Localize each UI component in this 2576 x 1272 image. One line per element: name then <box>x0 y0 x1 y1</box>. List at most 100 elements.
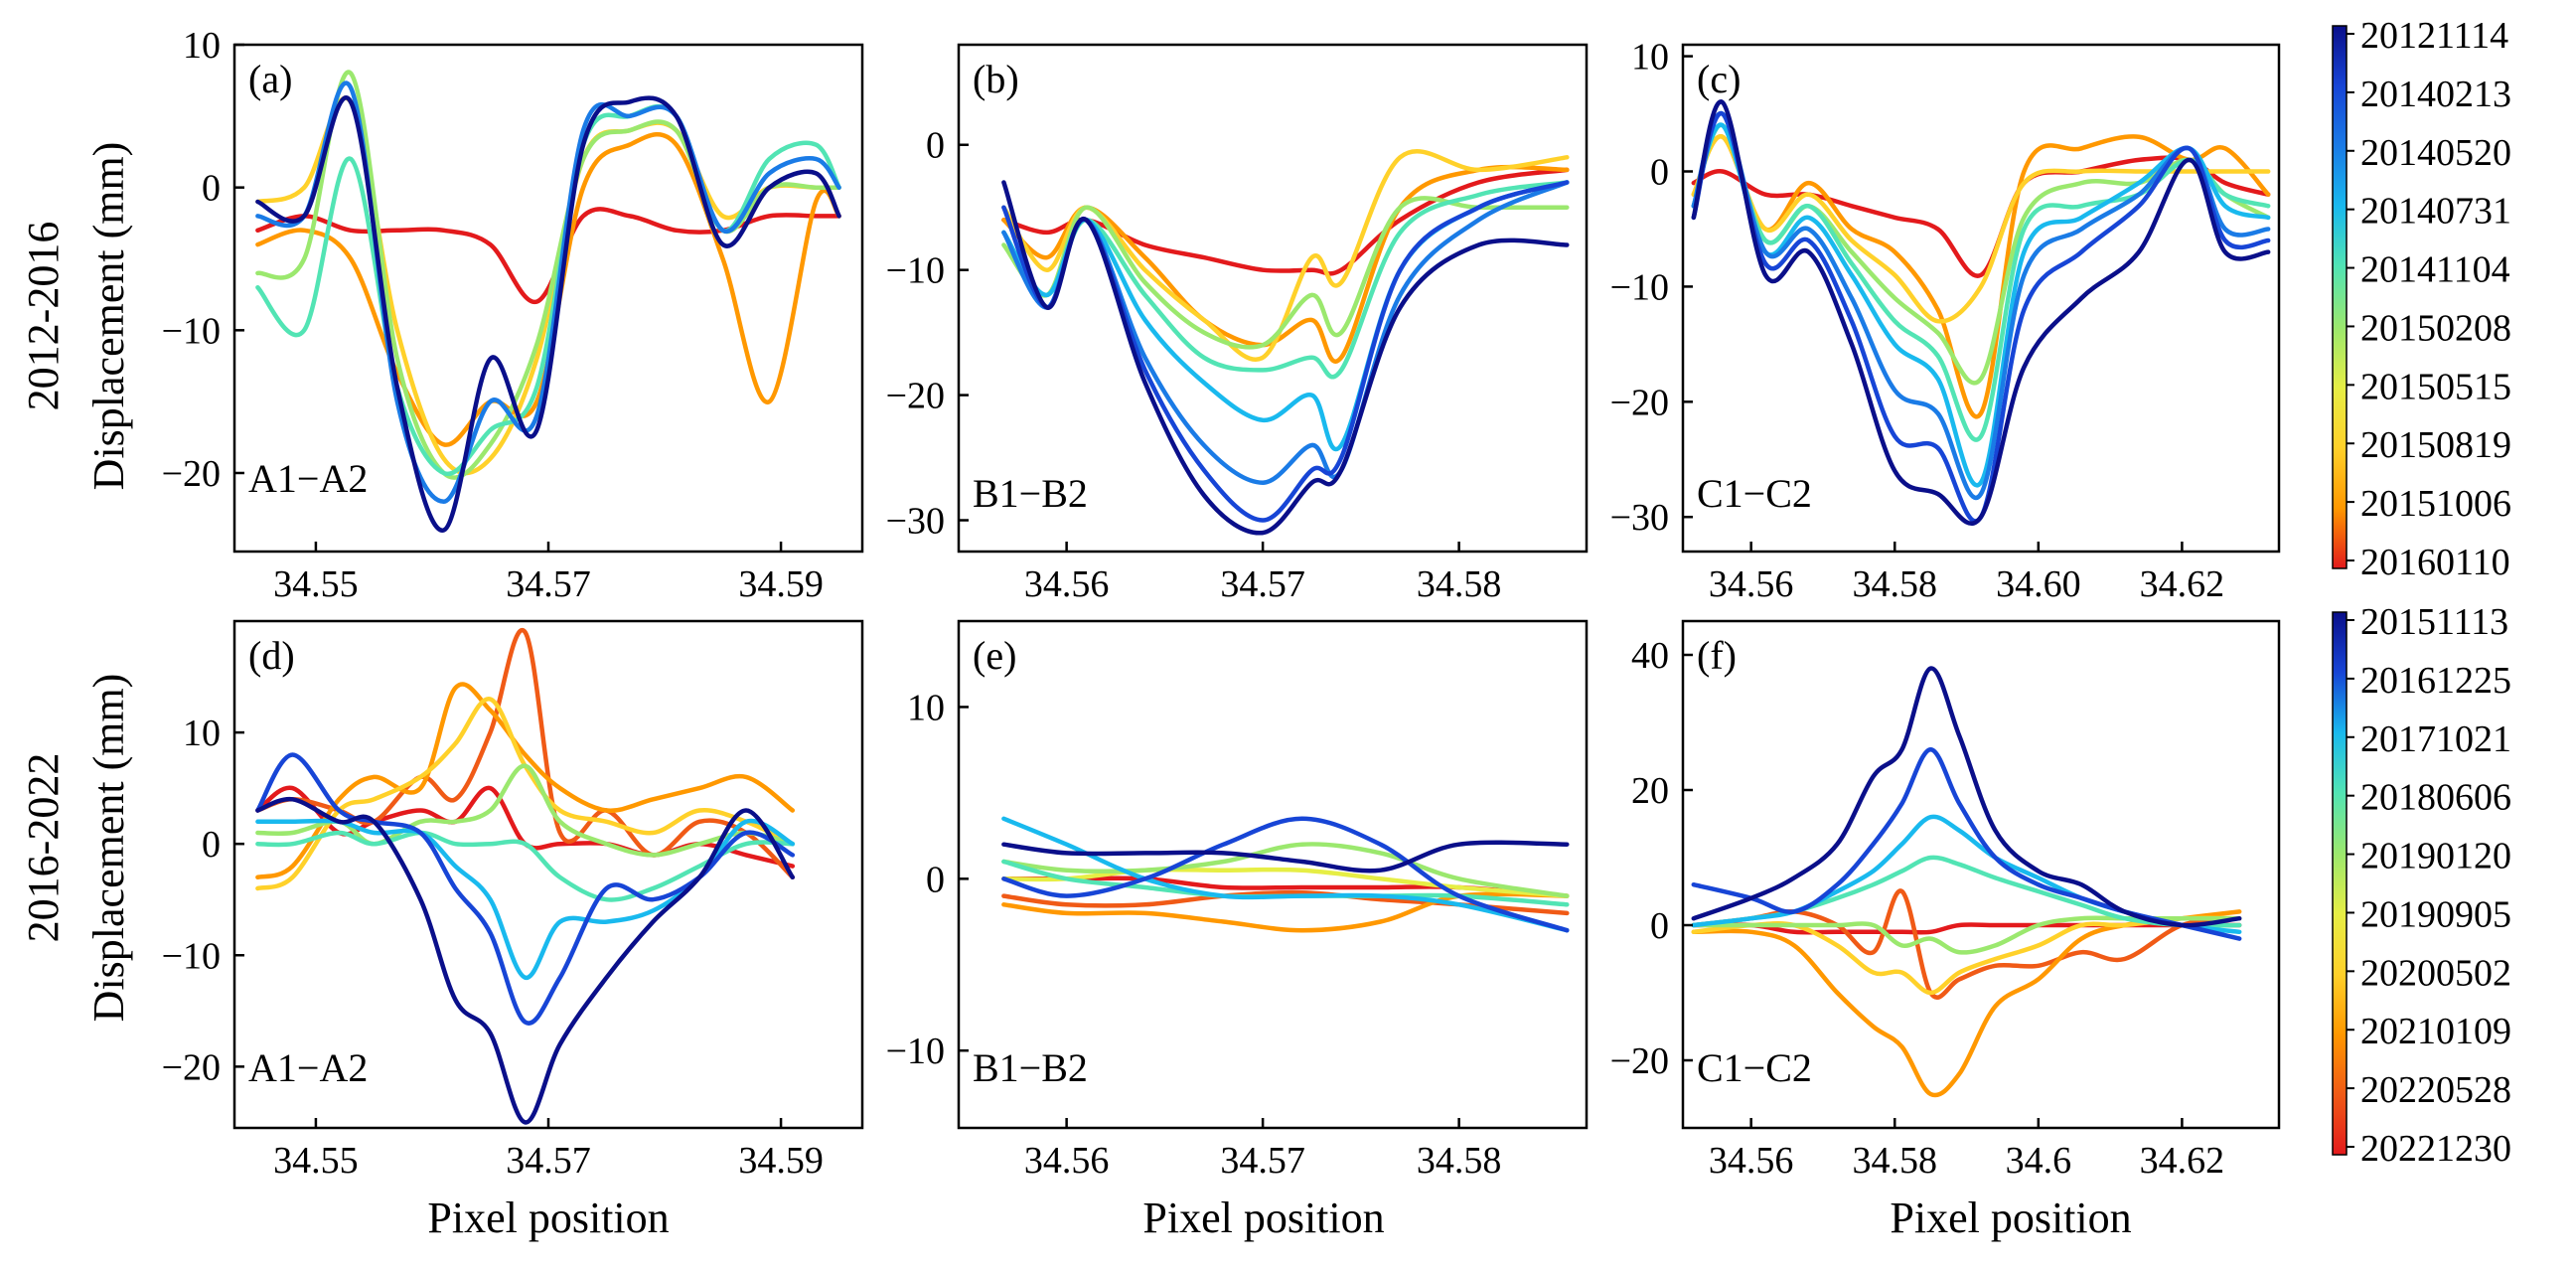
xlabel-left: Pixel position <box>427 1193 669 1242</box>
x-tick-label: 34.56 <box>1709 1140 1794 1182</box>
series-line-20150819 <box>255 80 841 504</box>
colorbar-label: 20121114 <box>2360 15 2508 57</box>
x-tick-label: 34.62 <box>2140 563 2225 605</box>
y-tick-label: −10 <box>162 935 221 977</box>
ylabel-top: Displacement (mm) <box>84 142 133 491</box>
colorbar-label: 20190905 <box>2360 893 2511 935</box>
panel-f: 34.56 34.58 34.6 34.62 40 20 0 −20 (f) C1−C2 <box>1610 619 2281 1182</box>
colorbar-label: 20160110 <box>2360 542 2510 583</box>
colorbar-label: 20171021 <box>2360 718 2511 760</box>
xlabel-right: Pixel position <box>1890 1193 2131 1242</box>
x-tick-label: 34.57 <box>506 563 591 605</box>
xlabel-middle: Pixel position <box>1142 1193 1384 1242</box>
x-tick-label: 34.59 <box>738 563 824 605</box>
panel-label: (e) <box>973 633 1016 678</box>
colorbar-label: 20221230 <box>2360 1128 2511 1170</box>
profile-label: A1−A2 <box>248 456 368 501</box>
y-tick-label: −20 <box>1610 382 1669 423</box>
series-line-20160110 <box>1691 99 2271 526</box>
y-tick-label: 10 <box>183 713 221 754</box>
y-tick-label: −20 <box>162 1046 221 1088</box>
colorbar-top: 20121114 20140213 20140520 20140731 20141104… <box>2332 15 2511 583</box>
y-tick-label: 10 <box>907 687 945 728</box>
colorbar-label: 20161225 <box>2360 660 2511 702</box>
series-line-20221230 <box>255 796 796 1125</box>
series-line-20140213 <box>255 132 841 447</box>
colorbar-label: 20150208 <box>2360 307 2511 349</box>
x-tick-label: 34.56 <box>1024 563 1110 605</box>
y-tick-label: 0 <box>202 168 221 210</box>
colorbar-label: 20180606 <box>2360 777 2511 819</box>
series-line-20141104 <box>1001 196 1570 350</box>
x-tick-label: 34.62 <box>2140 1140 2225 1182</box>
y-tick-label: −30 <box>886 501 945 543</box>
series-line-20200502 <box>255 830 796 902</box>
colorbar-label: 20220528 <box>2360 1069 2511 1111</box>
plot-frame <box>957 619 1589 1130</box>
panel-label: (d) <box>248 633 295 678</box>
panel-c: 34.56 34.58 34.60 34.62 10 0 −10 −20 −30 (c) C1−C2 <box>1610 37 2281 605</box>
y-tick-label: 0 <box>1650 152 1669 194</box>
colorbar-gradient <box>2332 25 2348 569</box>
x-tick-label: 34.56 <box>1024 1140 1110 1182</box>
series-line-20210109 <box>1691 814 2242 935</box>
x-tick-label: 34.56 <box>1709 563 1794 605</box>
series-line-20221230 <box>1691 666 2242 928</box>
y-tick-label: 0 <box>926 125 945 167</box>
panel-label: (b) <box>973 57 1019 101</box>
series-group <box>255 70 841 533</box>
series-line-20151006 <box>1691 111 2271 524</box>
colorbar-label: 20200502 <box>2360 952 2511 994</box>
series-group <box>255 627 796 1125</box>
y-tick-label: 10 <box>183 25 221 67</box>
series-line-20220528 <box>1001 816 1570 933</box>
x-tick-label: 34.58 <box>1853 563 1938 605</box>
series-line-20150515 <box>1691 122 2271 488</box>
ylabel-bottom: Displacement (mm) <box>84 674 133 1023</box>
row-label-top: 2012-2016 <box>19 222 68 411</box>
series-line-20210109 <box>1001 816 1570 933</box>
series-line-20140213 <box>1001 164 1570 364</box>
profile-label: C1−C2 <box>1697 1045 1812 1090</box>
series-group <box>1691 666 2242 1098</box>
x-tick-label: 34.58 <box>1417 1140 1502 1182</box>
panel-e: 34.56 34.57 34.58 10 0 −10 (e) B1−B2 <box>886 619 1589 1182</box>
series-line-20150819 <box>1691 111 2271 500</box>
series-line-20171021 <box>255 682 796 880</box>
colorbar-label: 20151006 <box>2360 483 2511 525</box>
colorbar-label: 20140731 <box>2360 191 2511 233</box>
y-tick-label: −10 <box>886 1031 945 1072</box>
profile-label: B1−B2 <box>973 1045 1088 1090</box>
series-group <box>1001 149 1570 536</box>
colorbar-label: 20140213 <box>2360 74 2511 115</box>
series-line-20190905 <box>1001 842 1570 898</box>
profile-label: C1−C2 <box>1697 471 1812 516</box>
colorbar-label: 20190120 <box>2360 836 2511 877</box>
y-tick-label: 40 <box>1631 635 1669 677</box>
y-tick-label: 0 <box>1650 905 1669 947</box>
series-line-20140520 <box>1691 134 2271 324</box>
panel-a: 34.55 34.57 34.59 10 0 −10 −20 (a) A1−A2 <box>162 25 864 605</box>
panel-label: (a) <box>248 57 292 101</box>
series-line-20150208 <box>1001 180 1570 380</box>
series-line-20220528 <box>255 752 796 1026</box>
series-line-20160110 <box>255 95 841 533</box>
y-tick-label: 0 <box>926 859 945 900</box>
plot-frame <box>1681 43 2281 554</box>
series-line-20160110 <box>1001 180 1570 536</box>
series-line-20221230 <box>1001 840 1570 874</box>
row-label-bottom: 2016-2022 <box>19 753 68 943</box>
series-line-20220528 <box>1691 746 2242 941</box>
colorbar-label: 20141104 <box>2360 249 2510 291</box>
colorbars: 20121114 20140213 20140520 20140731 20141104… <box>2332 15 2511 1170</box>
plot-frame <box>1681 619 2281 1130</box>
series-group <box>1001 816 1570 933</box>
series-line-20141104 <box>255 70 841 480</box>
series-group <box>1691 99 2271 526</box>
y-tick-label: −20 <box>886 376 945 417</box>
series-line-20161225 <box>1691 888 2242 1000</box>
x-tick-label: 34.58 <box>1853 1140 1938 1182</box>
series-line-20150208 <box>255 103 841 477</box>
profile-label: A1−A2 <box>248 1045 368 1090</box>
